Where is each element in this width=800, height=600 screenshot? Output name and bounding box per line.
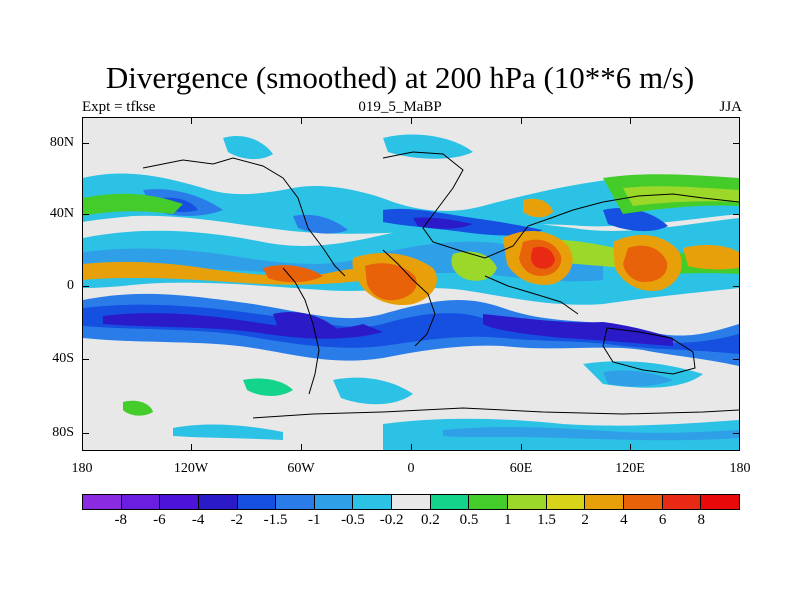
colorbar-swatch [430,495,470,509]
colorbar-swatch [623,495,663,509]
coastline-outline [142,151,739,419]
x-tick [521,117,522,124]
x-tick [411,117,412,124]
x-label-180w: 180 [71,461,93,476]
colorbar-label: -4 [191,512,205,528]
colorbar-label: 6 [658,512,667,528]
x-tick [191,444,192,451]
colorbar-swatch [701,495,739,509]
colorbar-label: 1.5 [537,512,556,528]
x-label-0: 0 [407,461,415,476]
colorbar-label: -6 [153,512,166,528]
colorbar-swatch [160,495,199,509]
colorbar-swatch [662,495,702,509]
colorbar-swatch [585,495,624,509]
x-tick [191,117,192,124]
colorbar-swatch [392,495,431,509]
y-label-80s: 80S [52,425,74,440]
x-label-60e: 60E [509,461,533,476]
colorbar-swatch [353,495,393,509]
colorbar-label: -0.2 [379,512,404,528]
colorbar-label: 8 [697,512,706,528]
y-tick [733,433,740,434]
map-title: Divergence (smoothed) at 200 hPa (10**6 … [105,60,695,95]
colorbar-label: -1 [307,512,321,528]
y-tick [733,359,740,360]
x-label-120e: 120E [615,461,645,476]
colorbar-legend [82,494,740,510]
colorbar-label: 4 [620,512,628,528]
colorbar-swatch [469,495,509,509]
x-label-60w: 60W [287,461,315,476]
colorbar-label: 1 [504,512,512,528]
colorbar-label: 0.2 [420,512,440,528]
colorbar-swatch [237,495,277,509]
experiment-label: Expt = tfkse [82,99,156,115]
y-tick [82,214,89,215]
x-label-180e: 180 [729,461,751,476]
y-label-40s: 40S [52,351,74,366]
x-tick [301,117,302,124]
x-tick [521,444,522,451]
x-tick [301,444,302,451]
y-tick [733,286,740,287]
colorbar-swatch [121,495,161,509]
colorbar-label: -8 [114,512,127,528]
colorbar-label: -2 [230,512,244,528]
season-label: JJA [719,99,742,115]
y-tick [733,143,740,144]
y-tick [82,286,89,287]
colorbar-label: 2 [581,512,589,528]
colorbar-swatch [83,495,122,509]
x-tick [630,117,631,124]
x-tick [411,444,412,451]
x-tick [630,444,631,451]
divergence-field [83,118,739,450]
colorbar-swatch [198,495,238,509]
colorbar-swatch [276,495,315,509]
y-tick [733,214,740,215]
colorbar-swatch [546,495,586,509]
y-label-40n: 40N [49,206,74,221]
y-label-80n: 80N [49,135,74,150]
run-label: 019_5_MaBP [358,99,442,115]
y-label-0: 0 [67,278,74,293]
colorbar-labels: -8 -6 -4 -2 -1.5 -1 -0.5 -0.2 0.2 0.5 1 1.5 2 4 6 8 [82,512,740,532]
y-tick [82,433,89,434]
colorbar-swatch [508,495,547,509]
y-tick [82,143,89,144]
colorbar-label: -1.5 [263,512,288,528]
y-tick [82,359,89,360]
map-plot-area [82,117,740,451]
contour-fill-layer [83,134,739,450]
colorbar-swatch [314,495,354,509]
colorbar-label: 0.5 [459,512,479,528]
x-label-120w: 120W [173,461,209,476]
colorbar-label: -0.5 [341,512,365,528]
